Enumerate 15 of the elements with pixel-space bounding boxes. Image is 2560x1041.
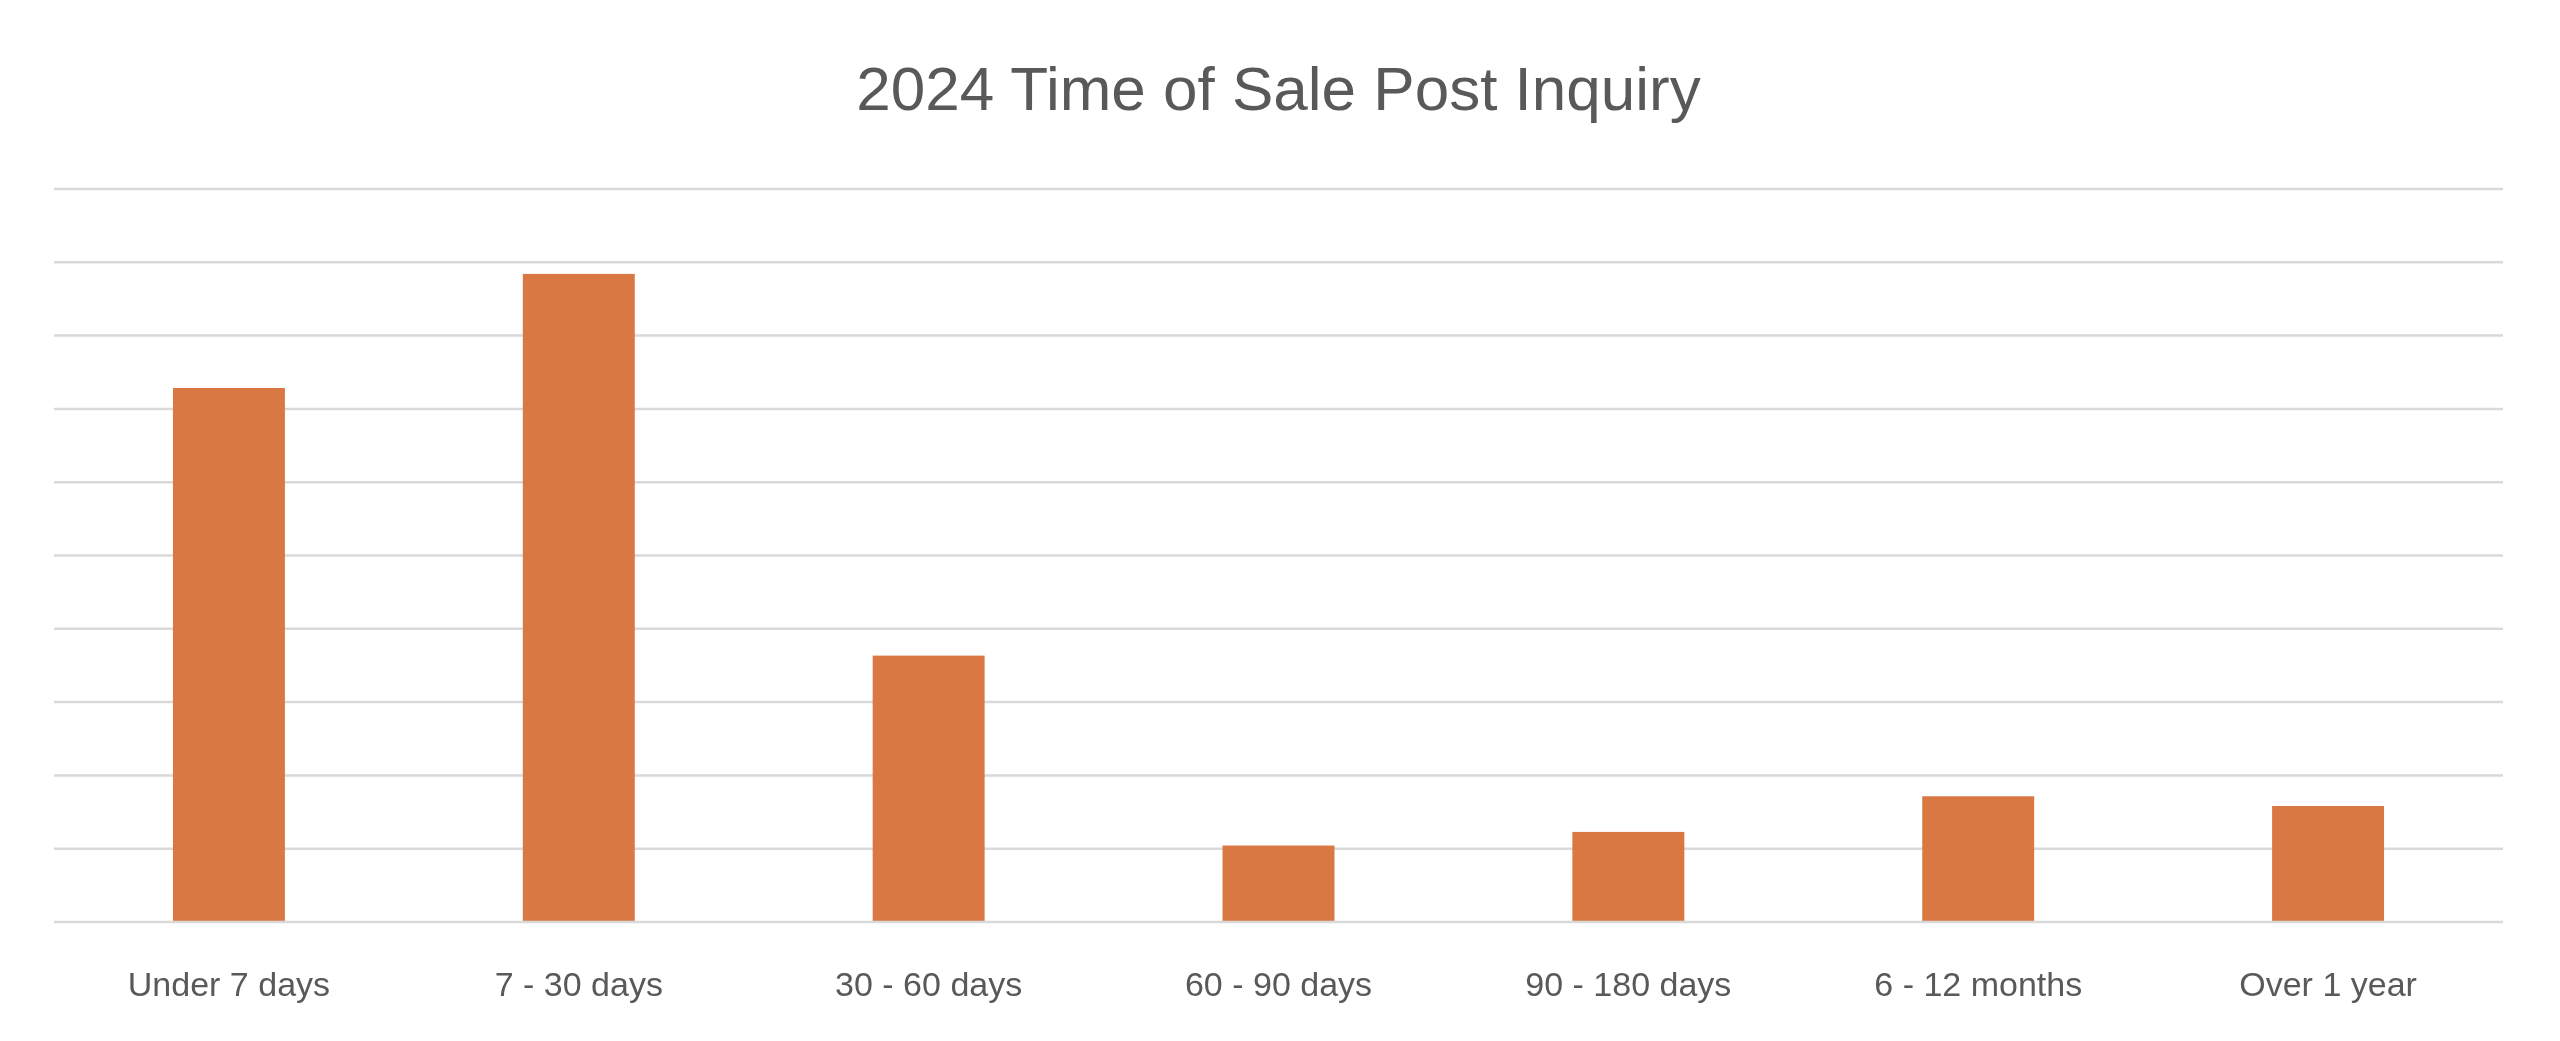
bar: [1922, 796, 2035, 922]
x-tick-label: 7 - 30 days: [494, 965, 663, 1004]
x-tick-label: 60 - 90 days: [1184, 965, 1373, 1004]
bar: [1572, 831, 1685, 922]
x-tick-label: 90 - 180 days: [1525, 965, 1732, 1004]
x-tick-label: 30 - 60 days: [835, 965, 1023, 1004]
bar: [2272, 805, 2385, 922]
x-tick-label: Under 7 days: [127, 965, 331, 1004]
x-tick-label: Over 1 year: [2239, 965, 2417, 1004]
chart-title: 2024 Time of Sale Post Inquiry: [856, 54, 1701, 123]
bar: [172, 387, 285, 922]
x-tick-label: 6 - 12 months: [1874, 965, 2083, 1004]
bar: [522, 273, 635, 922]
bar: [872, 655, 985, 922]
bar: [1222, 845, 1335, 922]
